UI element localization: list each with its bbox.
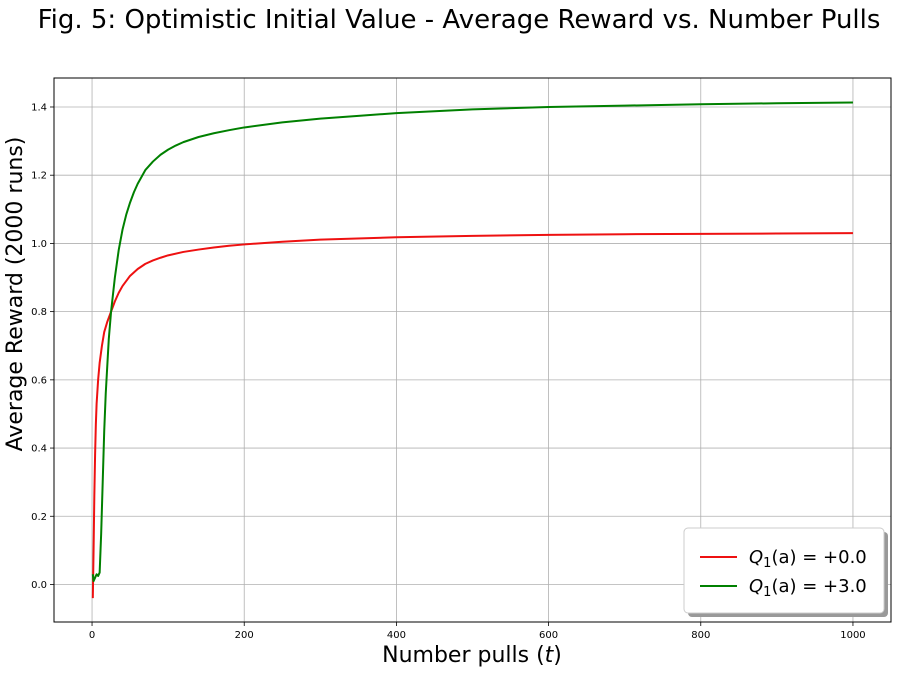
y-tick-label: 0.6 <box>31 375 47 386</box>
plot-frame <box>53 77 892 623</box>
y-tick-label: 0.8 <box>31 307 47 318</box>
x-tick-label: 0 <box>89 630 95 641</box>
legend-box <box>683 527 885 614</box>
series-layer <box>91 101 853 599</box>
x-tick-label: 400 <box>387 630 406 641</box>
legend-label-1: Q1(a) = +0.0 <box>749 547 867 571</box>
grid <box>54 78 891 622</box>
chart-title: Fig. 5: Optimistic Initial Value - Avera… <box>38 5 881 35</box>
y-tick-label: 0.0 <box>31 580 47 591</box>
y-tick-label: 0.4 <box>31 444 47 455</box>
y-axis-label: Average Reward (2000 runs) <box>3 137 28 452</box>
ticks: 0 200 400 600 800 1000 0.0 0.2 0.4 0.6 0.8 1.0 1.2 1.… <box>31 102 866 641</box>
legend-label-2: Q1(a) = +3.0 <box>749 576 867 600</box>
x-tick-label: 800 <box>691 630 710 641</box>
legend: Q1(a) = +0.0 Q1(a) = +3.0 <box>683 527 888 617</box>
series-line-2 <box>91 101 853 583</box>
series-line-1 <box>91 232 853 599</box>
y-tick-label: 1.2 <box>31 171 47 182</box>
x-tick-label: 600 <box>539 630 558 641</box>
y-tick-label: 0.2 <box>31 512 47 523</box>
x-axis-label: Number pulls (t) <box>382 643 562 668</box>
x-tick-label: 200 <box>235 630 254 641</box>
y-tick-label: 1.4 <box>31 102 47 113</box>
y-tick-label: 1.0 <box>31 239 47 250</box>
x-tick-label: 1000 <box>840 630 865 641</box>
